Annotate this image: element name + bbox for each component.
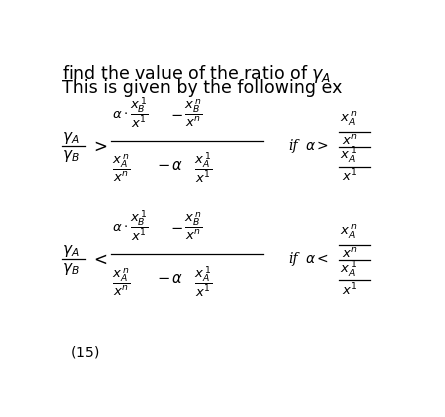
Text: $x^1$: $x^1$	[342, 281, 357, 298]
Text: $\gamma_A$: $\gamma_A$	[62, 243, 79, 259]
Text: $>$: $>$	[90, 138, 107, 156]
Text: $(15)$: $(15)$	[69, 344, 99, 359]
Text: $\gamma_B$: $\gamma_B$	[62, 261, 80, 277]
Text: $-\,\alpha$: $-\,\alpha$	[157, 271, 183, 286]
Text: $\dfrac{x_A^{\,n}}{x^n}$: $\dfrac{x_A^{\,n}}{x^n}$	[112, 153, 131, 184]
Text: $x_A^{\,1}$: $x_A^{\,1}$	[340, 146, 357, 166]
Text: $\dfrac{x_A^{\,1}}{x^1}$: $\dfrac{x_A^{\,1}}{x^1}$	[194, 151, 212, 186]
Text: if: if	[288, 138, 298, 153]
Text: $\alpha>$: $\alpha>$	[305, 138, 329, 153]
Text: $-$: $-$	[170, 106, 183, 121]
Text: $x_A^{\,n}$: $x_A^{\,n}$	[340, 224, 357, 241]
Text: if: if	[288, 252, 298, 266]
Text: $x^n$: $x^n$	[342, 134, 358, 148]
Text: $\gamma_A$: $\gamma_A$	[62, 130, 79, 146]
Text: $\gamma_B$: $\gamma_B$	[62, 148, 80, 163]
Text: $\dfrac{x_B^{\,n}}{x^n}$: $\dfrac{x_B^{\,n}}{x^n}$	[183, 211, 202, 242]
Text: $x_A^{\,n}$: $x_A^{\,n}$	[340, 111, 357, 128]
Text: $x^1$: $x^1$	[342, 168, 357, 185]
Text: $x^n$: $x^n$	[342, 247, 358, 261]
Text: $\dfrac{x_B^{\,n}}{x^n}$: $\dfrac{x_B^{\,n}}{x^n}$	[183, 98, 202, 129]
Text: $\dfrac{x_A^{\,1}}{x^1}$: $\dfrac{x_A^{\,1}}{x^1}$	[194, 264, 212, 299]
Text: $-\,\alpha$: $-\,\alpha$	[157, 158, 183, 173]
Text: $\alpha<$: $\alpha<$	[305, 252, 329, 266]
Text: find the value of the ratio of $\gamma_A$: find the value of the ratio of $\gamma_A…	[62, 63, 331, 85]
Text: $x_A^{\,1}$: $x_A^{\,1}$	[340, 259, 357, 279]
Text: $\dfrac{x_A^{\,n}}{x^n}$: $\dfrac{x_A^{\,n}}{x^n}$	[112, 266, 131, 297]
Text: $-$: $-$	[170, 219, 183, 234]
Text: $<$: $<$	[90, 251, 107, 269]
Text: $\alpha\cdot\dfrac{x_B^{\,1}}{x^1}$: $\alpha\cdot\dfrac{x_B^{\,1}}{x^1}$	[112, 208, 149, 244]
Text: This is given by the following ex: This is given by the following ex	[62, 79, 342, 97]
Text: $\alpha\cdot\dfrac{x_B^{\,1}}{x^1}$: $\alpha\cdot\dfrac{x_B^{\,1}}{x^1}$	[112, 95, 149, 131]
